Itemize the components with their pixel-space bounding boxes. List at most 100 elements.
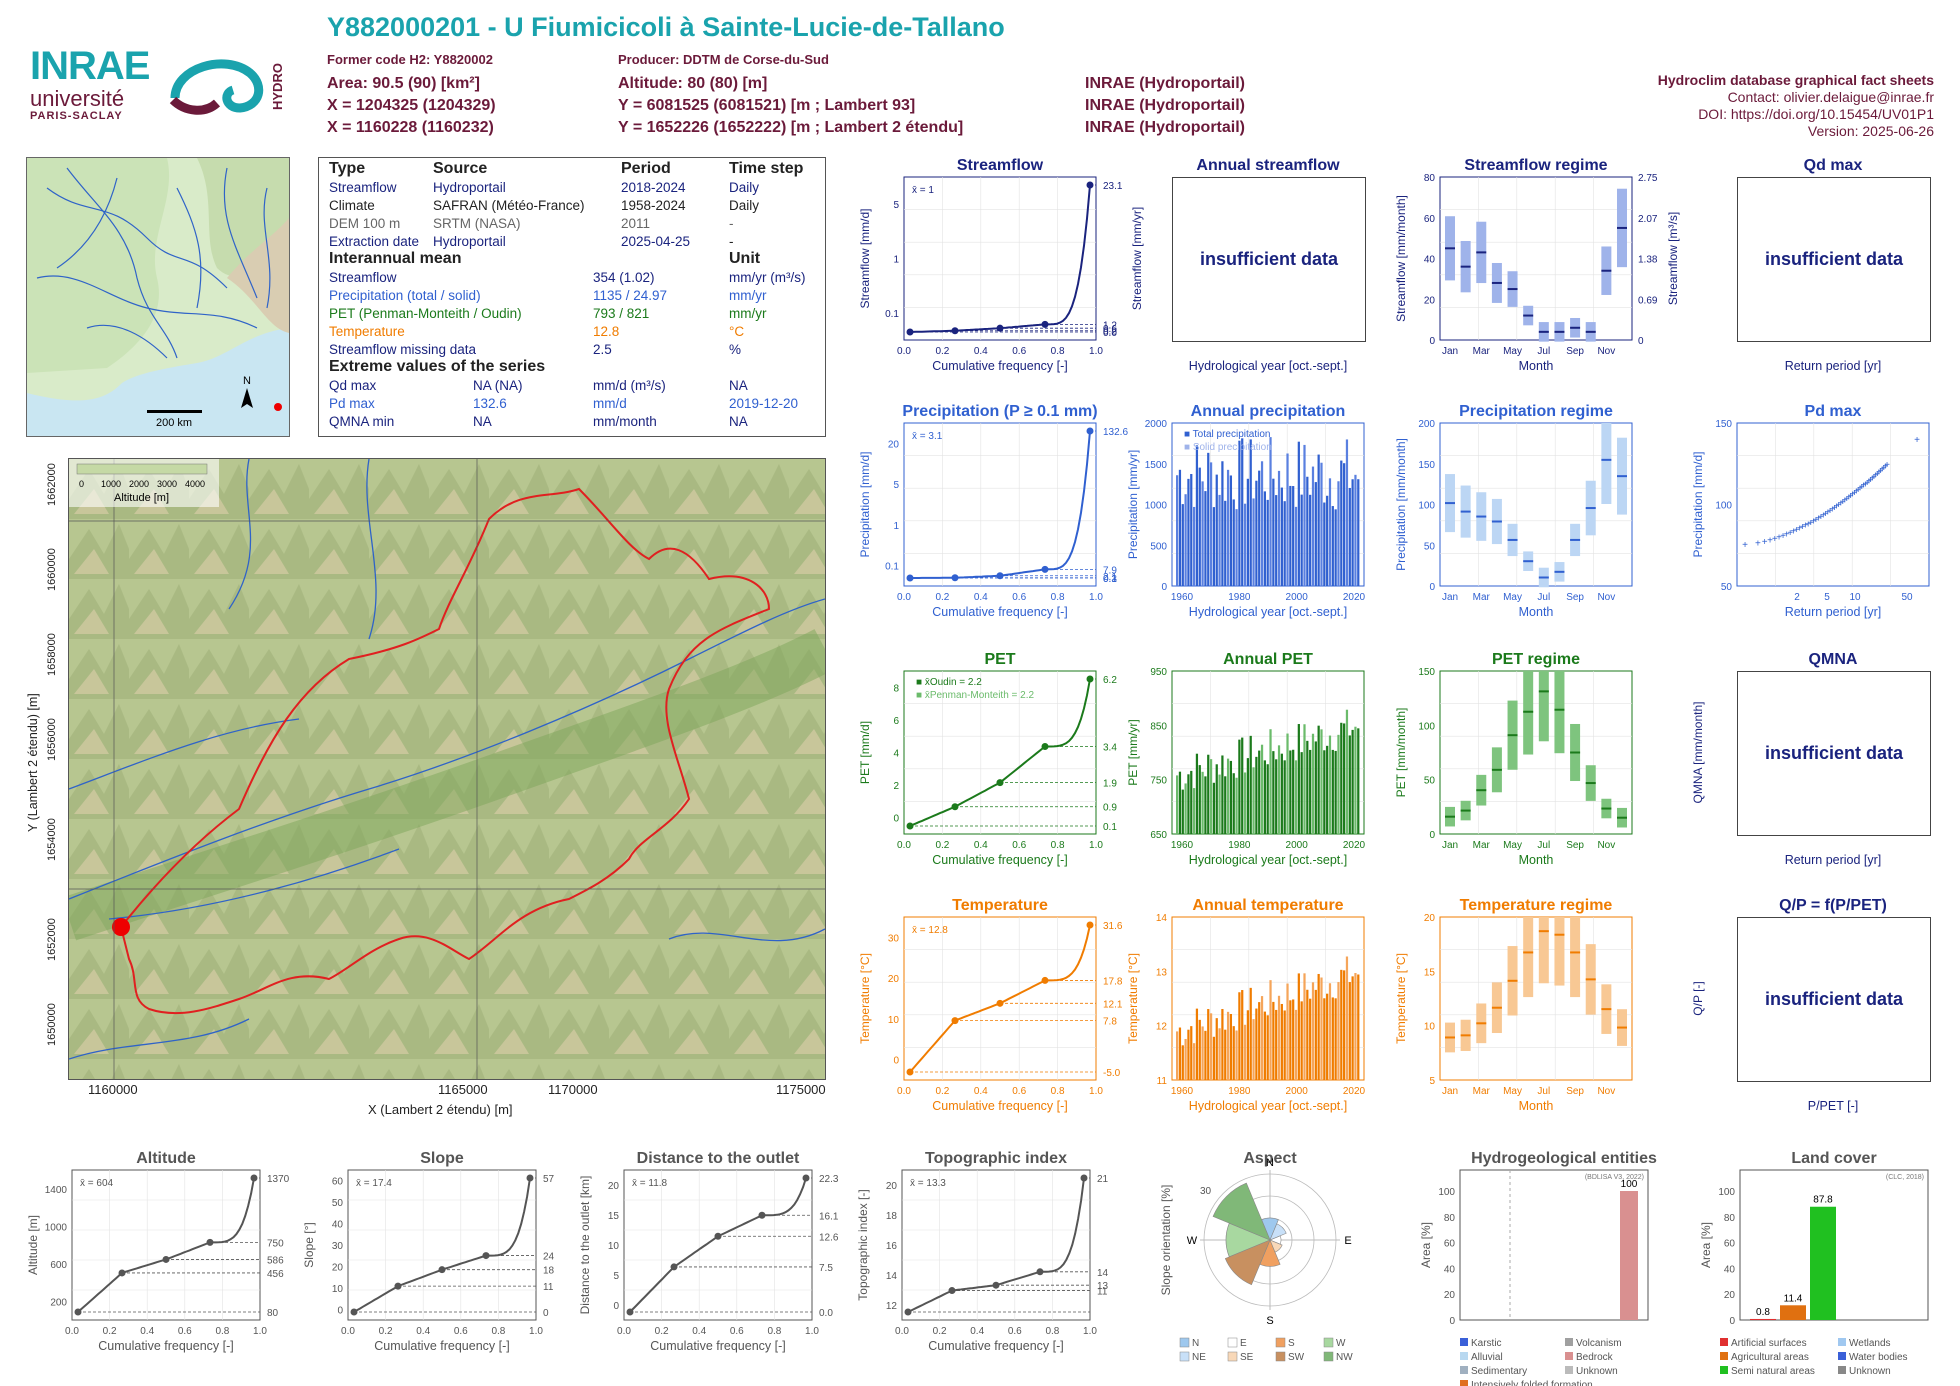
annual-bar (1235, 1030, 1238, 1080)
x-tick-label: 0.2 (933, 1326, 947, 1337)
map-xtick: 1165000 (438, 1082, 488, 1097)
legend-swatch (1323, 1351, 1334, 1362)
x-tick-label: 0.4 (416, 1326, 430, 1337)
y-tick-label: 14 (886, 1271, 898, 1282)
pdmax-point: + (1866, 476, 1872, 487)
axis-label: Month (1519, 359, 1554, 373)
x-tick-label: 1.0 (1083, 1326, 1097, 1337)
annual-bar (1235, 509, 1238, 586)
month-label: Sep (1566, 840, 1584, 851)
panel-frame (623, 1169, 813, 1321)
pdmax-point: + (1879, 464, 1885, 475)
x-tick-label: 1.0 (1089, 1086, 1103, 1097)
axis-label: Hydrological year [oct.-sept.] (1189, 359, 1347, 373)
annual-bar (1266, 499, 1269, 586)
annual-bar (1309, 998, 1312, 1080)
annual-bar (1269, 980, 1272, 1080)
x-tick-label: 2000 (1286, 592, 1309, 603)
annual-bar (1204, 491, 1207, 586)
x-tick-label: 1980 (1228, 592, 1251, 603)
y-tick-label: 0 (1638, 336, 1644, 347)
y-tick-label: 10 (1424, 1022, 1436, 1033)
x-tick-label: 1.0 (253, 1326, 267, 1337)
legend-entry: Semi natural areas (1731, 1366, 1815, 1377)
station-location-icon (274, 403, 282, 411)
annual-bar (1246, 1010, 1249, 1080)
annual-bar (1181, 1045, 1184, 1080)
x-tick-label: 0.2 (935, 1086, 949, 1097)
interannual-title: Interannual mean (329, 250, 462, 267)
x-tick-label: 2000 (1286, 840, 1309, 851)
pdmax-point: + (1868, 475, 1874, 486)
legend-entry: Unknown (1849, 1366, 1891, 1377)
contact[interactable]: Contact: olivier.delaigue@inrae.fr (1727, 89, 1934, 105)
legend-swatch (1275, 1351, 1286, 1362)
y-tick-label: 0 (1449, 1316, 1455, 1327)
axis-label: Month (1519, 605, 1554, 619)
y-tick-label: 0.1 (885, 562, 899, 573)
doi-link[interactable]: DOI: https://doi.org/10.15454/UV01P1 (1698, 106, 1934, 122)
annual-bar (1292, 486, 1295, 586)
pdmax-point: + (1869, 473, 1875, 484)
axis-label: Slope orientation [%] (1159, 1185, 1173, 1296)
x-tick-label: 0.8 (1051, 346, 1065, 357)
landcover-bar (1780, 1305, 1806, 1320)
pdmax-point: + (1840, 497, 1846, 508)
axis-label: Temperature [°C] (1126, 953, 1140, 1044)
pdmax-point: + (1818, 512, 1824, 523)
annual-bar (1229, 760, 1233, 834)
row-period: 2011 (621, 216, 651, 231)
right-tick-label: 0.3 (1103, 574, 1117, 585)
row-source: SAFRAN (Météo-France) (433, 198, 585, 213)
universite-logo: université (30, 86, 125, 111)
panel-title: Land cover (1791, 1150, 1876, 1167)
right-tick-label: 0.2 (1103, 327, 1117, 338)
month-label: Jul (1537, 840, 1550, 851)
axis-label: Return period [yr] (1785, 853, 1882, 867)
regime-box (1538, 917, 1549, 984)
annual-bar (1272, 751, 1275, 834)
pdmax-point: + (1825, 507, 1831, 518)
annual-bar (1263, 491, 1266, 586)
extreme-unit: mm/d (593, 396, 627, 411)
cumulative-curve (910, 430, 1091, 579)
annual-bar (1320, 462, 1323, 586)
mean-value: 12.8 (593, 324, 620, 339)
annual-bar (1252, 1019, 1255, 1080)
annual-bar (1260, 461, 1264, 586)
pdmax-point: + (1852, 488, 1858, 499)
annual-bar (1246, 758, 1249, 834)
panel-title: Annual PET (1223, 651, 1313, 668)
annual-bar (1243, 1024, 1247, 1080)
y-tick-label: 0 (1429, 830, 1435, 841)
legend-swatch (1565, 1338, 1573, 1346)
annual-bar (1294, 1009, 1298, 1080)
axis-label: Topographic index [-] (856, 1189, 870, 1300)
annual-bar (1238, 992, 1241, 1080)
pdmax-point: + (1811, 516, 1817, 527)
y-tick-label: 600 (50, 1260, 67, 1271)
mean-label: x̄ = 12.8 (912, 925, 948, 936)
axis-label: Streamflow [mm/d] (858, 208, 872, 308)
annual-bar (1229, 1013, 1233, 1080)
pdmax-point: + (1853, 487, 1859, 498)
axis-label: Precipitation [mm/d] (858, 451, 872, 557)
month-label: Sep (1566, 346, 1584, 357)
annual-bar (1258, 750, 1261, 834)
panel-frame (347, 1169, 537, 1321)
annual-bar (1300, 1001, 1303, 1080)
bar-value-label: 0.8 (1756, 1307, 1770, 1318)
pdmax-point: + (1832, 503, 1838, 514)
y-tick-label: 20 (1724, 1290, 1736, 1301)
y-tick-label: 100 (1438, 1187, 1455, 1198)
right-tick-label: 1370 (267, 1174, 290, 1185)
y-tick-label: 20 (1424, 913, 1436, 924)
y-tick-label: 12 (886, 1301, 898, 1312)
catchment-map[interactable]: 0 1000 2000 3000 4000 Altitude [m] (68, 458, 826, 1080)
regime-box (1601, 423, 1612, 505)
x-tick-label: 0.0 (897, 592, 911, 603)
row-timestep: Daily (729, 180, 760, 195)
panel-title: Aspect (1243, 1150, 1297, 1167)
former-code: Former code H2: Y8820002 (327, 52, 493, 67)
